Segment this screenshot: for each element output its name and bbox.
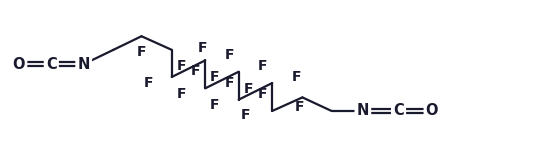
Text: F: F bbox=[136, 45, 146, 59]
Text: F: F bbox=[177, 87, 186, 101]
Text: F: F bbox=[198, 41, 207, 55]
Text: F: F bbox=[240, 108, 250, 122]
Text: F: F bbox=[258, 87, 267, 101]
Text: F: F bbox=[210, 98, 219, 112]
Text: F: F bbox=[210, 70, 219, 84]
Text: O: O bbox=[426, 103, 438, 119]
Text: C: C bbox=[393, 103, 404, 119]
Text: F: F bbox=[244, 82, 253, 96]
Text: F: F bbox=[294, 100, 304, 114]
Text: O: O bbox=[12, 57, 25, 72]
Text: N: N bbox=[78, 57, 90, 72]
Text: F: F bbox=[177, 59, 186, 73]
Text: F: F bbox=[258, 59, 267, 73]
Text: F: F bbox=[292, 71, 301, 84]
Text: C: C bbox=[46, 57, 57, 72]
Text: F: F bbox=[225, 48, 234, 62]
Text: F: F bbox=[225, 76, 234, 90]
Text: F: F bbox=[191, 64, 200, 78]
Text: F: F bbox=[144, 76, 153, 90]
Text: N: N bbox=[357, 103, 369, 119]
